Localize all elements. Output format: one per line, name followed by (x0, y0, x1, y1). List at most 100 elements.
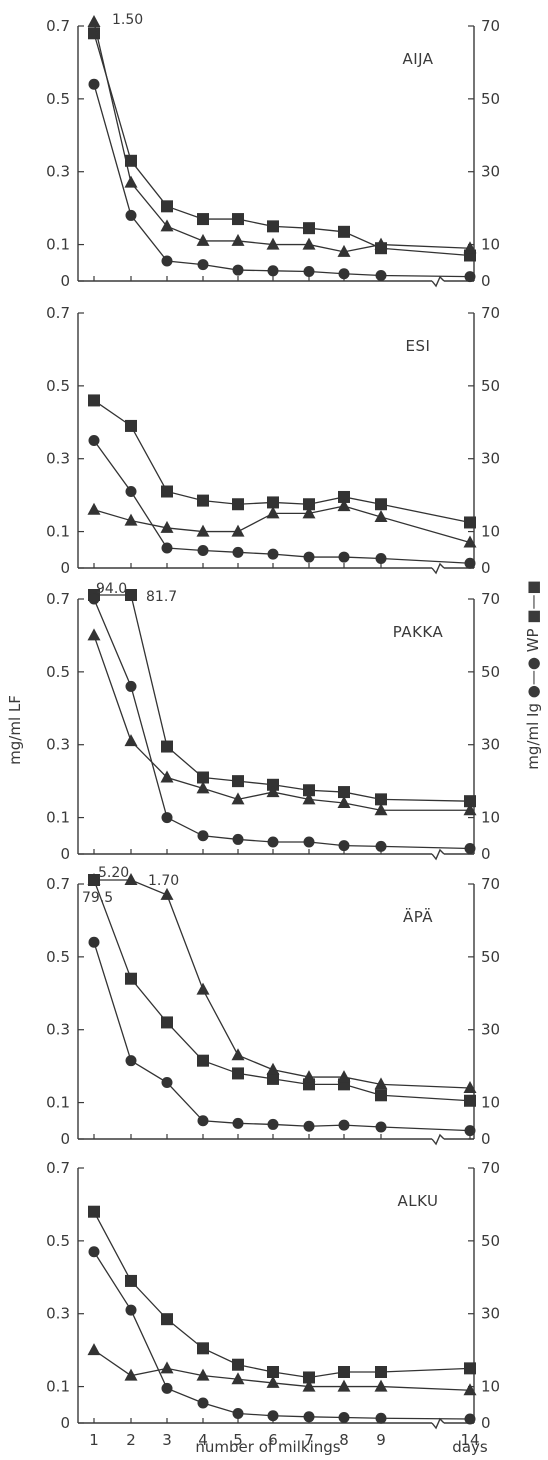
square-marker (303, 1371, 315, 1384)
triangle-marker (196, 1368, 210, 1381)
square-marker (267, 1366, 279, 1378)
off-scale-annotation: 1.70 (148, 873, 179, 889)
triangle-marker (87, 1343, 101, 1356)
left-tick-label: 0.5 (46, 377, 70, 395)
right-tick-label: 50 (481, 90, 500, 108)
right-tick-label: 0 (481, 1130, 491, 1148)
triangle-marker (337, 499, 351, 512)
triangle-marker (160, 770, 174, 783)
triangle-marker (124, 734, 138, 747)
right-tick-label: 50 (481, 663, 500, 681)
circle-marker (375, 553, 387, 565)
circle-marker (338, 840, 350, 852)
circle-marker (88, 435, 100, 446)
circle-marker (375, 270, 387, 282)
triangle-marker (374, 803, 388, 816)
left-tick-label: 0.1 (46, 236, 70, 254)
left-tick-label: 0.5 (46, 1232, 70, 1250)
square-marker (197, 771, 209, 784)
right-tick-label: 10 (481, 236, 500, 254)
series-line-circle (93, 440, 471, 564)
square-marker (267, 220, 279, 233)
triangle-marker (124, 873, 138, 885)
right-tick-label: 0 (481, 1414, 491, 1432)
series-line-circle (93, 942, 471, 1132)
left-tick-label: 0.1 (46, 1378, 70, 1396)
off-scale-annotation: 94.0 (96, 581, 127, 597)
chart-panel-aija: 0 0.1 0.3 0.5 0.7 0 10 30 50 70 AIJA 1.50 (46, 12, 500, 290)
circle-marker (267, 1118, 279, 1130)
square-marker (161, 1313, 173, 1326)
square-marker (267, 1072, 279, 1085)
circle-marker (303, 266, 315, 278)
circle-marker (161, 812, 173, 824)
square-marker (338, 786, 350, 799)
square-marker (161, 740, 173, 753)
right-tick-label: 50 (481, 1232, 500, 1250)
x-axis-break-mark (431, 848, 445, 861)
circle-marker (375, 1412, 387, 1424)
left-tick-label: 0.3 (46, 1021, 70, 1039)
left-tick-label: 0 (60, 845, 70, 863)
right-tick-label: 10 (481, 809, 500, 827)
square-marker (161, 1016, 173, 1029)
triangle-marker (374, 1379, 388, 1392)
left-tick-label: 0.1 (46, 523, 70, 541)
right-tick-label: 70 (481, 304, 500, 322)
left-tick-label: 0 (60, 272, 70, 290)
right-tick-label: 30 (481, 163, 500, 181)
panel-label: ÄPÄ (403, 907, 433, 926)
circle-marker (161, 1077, 173, 1089)
square-marker (464, 516, 476, 529)
x-axis-break-mark (431, 275, 445, 288)
square-marker (232, 1358, 244, 1371)
square-marker (88, 394, 100, 407)
circle-marker (338, 1412, 350, 1424)
series-line-triangle (93, 505, 471, 544)
right-tick-label: 70 (481, 875, 500, 893)
right-tick-label: 10 (481, 1378, 500, 1396)
triangle-marker (463, 803, 477, 816)
square-marker (125, 154, 137, 167)
left-tick-label: 0.1 (46, 1094, 70, 1112)
triangle-marker (87, 628, 101, 641)
triangle-marker (337, 244, 351, 257)
triangle-marker (266, 785, 280, 798)
left-axis-label: mg/ml LF (6, 695, 24, 765)
triangle-marker (124, 513, 138, 526)
triangle-marker (337, 796, 351, 808)
square-marker (267, 778, 279, 791)
left-tick-label: 0.3 (46, 736, 70, 754)
right-tick-label: 70 (481, 17, 500, 35)
triangle-marker (302, 1070, 316, 1083)
series-line-square (93, 33, 471, 257)
square-marker (464, 1362, 476, 1375)
right-tick-label: 70 (481, 590, 500, 608)
circle-marker (267, 836, 279, 848)
left-tick-label: 0.5 (46, 90, 70, 108)
triangle-marker (266, 506, 280, 519)
circle-marker (464, 271, 476, 283)
left-tick-label: 0.1 (46, 809, 70, 827)
square-marker (125, 589, 137, 601)
circle-marker (125, 680, 137, 692)
square-marker (197, 1054, 209, 1067)
right-tick-label: 0 (481, 559, 491, 577)
circle-marker (125, 1055, 137, 1067)
triangle-marker (231, 1372, 245, 1385)
series-line-square (93, 1211, 471, 1379)
series-line-square (93, 879, 471, 1102)
panel-label: PAKKA (393, 623, 444, 641)
panel-label: ESI (406, 337, 431, 355)
square-marker (88, 27, 100, 40)
left-tick-label: 0.3 (46, 163, 70, 181)
square-marker (464, 795, 476, 808)
square-marker (303, 498, 315, 511)
square-marker (161, 485, 173, 498)
circle-marker (375, 1121, 387, 1133)
right-tick-label: 70 (481, 1159, 500, 1177)
chart-panel-esi: 0 0.1 0.3 0.5 0.7 0 10 30 50 70 ESI (46, 304, 500, 577)
circle-marker (303, 836, 315, 848)
circle-marker (338, 1119, 350, 1131)
triangle-marker (160, 887, 174, 900)
